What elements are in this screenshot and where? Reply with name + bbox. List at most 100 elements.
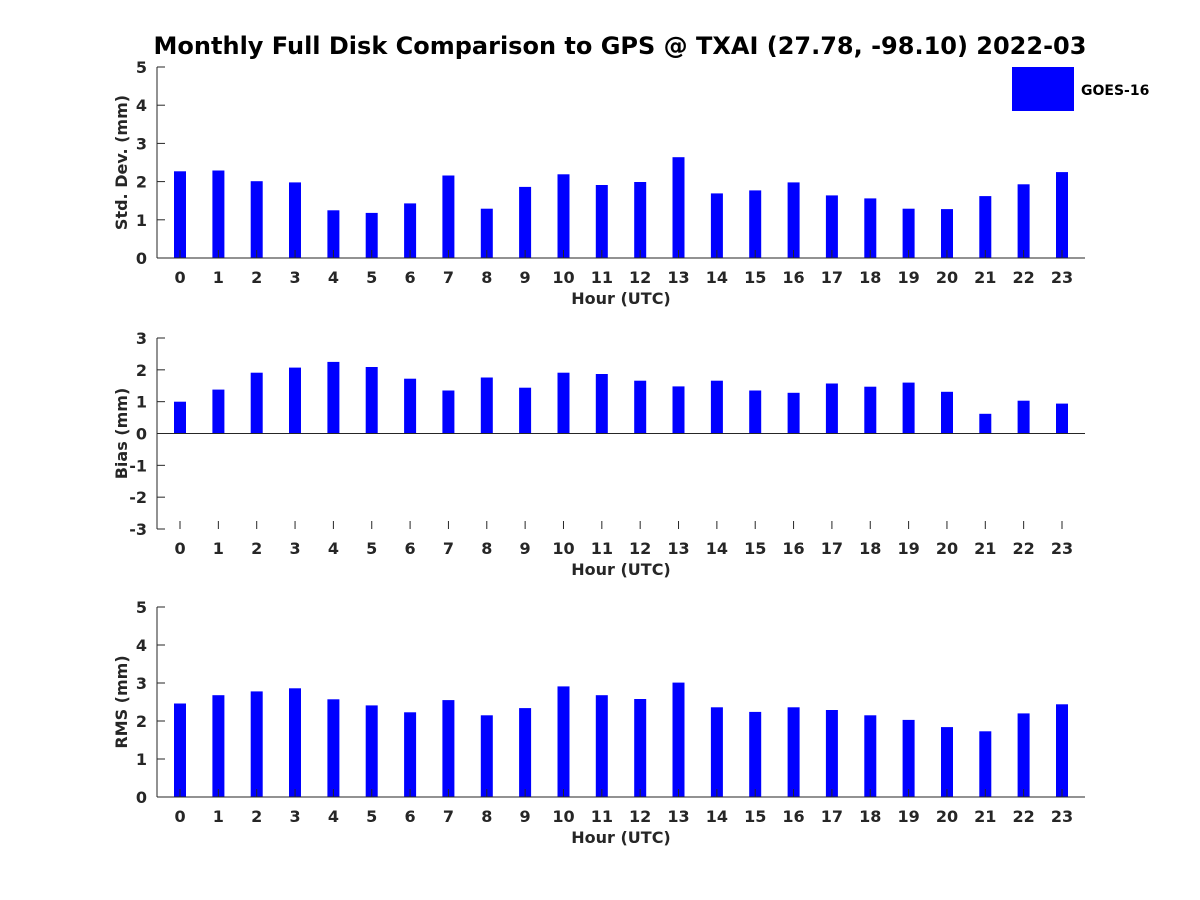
bar: [787, 707, 800, 797]
bar: [289, 182, 301, 258]
bar: [864, 198, 877, 258]
bar: [289, 367, 301, 434]
x-axis-label: Hour (UTC): [571, 828, 671, 847]
x-tick-label: 12: [629, 807, 651, 826]
bar: [212, 695, 225, 797]
x-tick-label: 14: [706, 807, 728, 826]
bar: [864, 386, 877, 434]
bar: [480, 208, 493, 258]
bar: [1017, 713, 1030, 797]
bar: [595, 185, 608, 258]
bar: [442, 175, 455, 258]
y-tick-label: 0: [136, 249, 147, 268]
x-tick-label: 21: [974, 268, 996, 287]
bar: [864, 715, 877, 797]
bar: [634, 380, 647, 434]
x-tick-label: 8: [481, 268, 492, 287]
x-tick-label: 22: [1013, 539, 1035, 558]
x-axis-label: Hour (UTC): [571, 289, 671, 308]
x-tick-label: 20: [936, 807, 958, 826]
x-tick-label: 6: [405, 268, 416, 287]
x-tick-label: 6: [405, 539, 416, 558]
y-tick-label: 2: [136, 361, 147, 380]
y-tick-label: 1: [136, 211, 147, 230]
x-tick-label: 13: [667, 539, 689, 558]
x-tick-label: 23: [1051, 539, 1073, 558]
x-tick-label: 15: [744, 268, 766, 287]
x-tick-label: 23: [1051, 807, 1073, 826]
bar: [480, 715, 493, 797]
y-tick-label: 0: [136, 788, 147, 807]
bar: [825, 710, 838, 797]
x-tick-label: 18: [859, 807, 881, 826]
x-tick-label: 11: [591, 807, 613, 826]
x-tick-label: 7: [443, 807, 454, 826]
x-tick-label: 23: [1051, 268, 1073, 287]
bar: [710, 193, 723, 258]
y-tick-label: -2: [129, 488, 147, 507]
x-tick-label: 3: [289, 268, 300, 287]
bar: [174, 171, 186, 258]
bar: [174, 703, 186, 797]
bar: [902, 719, 915, 797]
bar: [979, 731, 992, 797]
bar: [672, 157, 685, 258]
y-tick-label: 4: [136, 96, 147, 115]
x-tick-label: 16: [782, 539, 804, 558]
bar: [672, 682, 685, 797]
x-tick-label: 17: [821, 539, 843, 558]
x-tick-label: 1: [213, 268, 224, 287]
x-tick-label: 1: [213, 807, 224, 826]
y-axis-label: Std. Dev. (mm): [112, 95, 131, 230]
y-tick-label: 2: [136, 173, 147, 192]
bar: [787, 182, 800, 258]
y-tick-label: 5: [136, 58, 147, 77]
x-tick-label: 11: [591, 539, 613, 558]
y-tick-label: 3: [136, 134, 147, 153]
bar: [365, 212, 378, 258]
bar: [710, 707, 723, 797]
x-tick-label: 10: [552, 807, 574, 826]
x-tick-label: 4: [328, 539, 339, 558]
bar: [1017, 184, 1030, 258]
x-tick-label: 9: [520, 268, 531, 287]
bar: [212, 389, 225, 434]
x-tick-label: 12: [629, 539, 651, 558]
x-tick-label: 22: [1013, 807, 1035, 826]
bar: [1056, 172, 1068, 258]
x-tick-label: 4: [328, 807, 339, 826]
x-tick-label: 10: [552, 539, 574, 558]
legend: GOES-16: [1012, 67, 1149, 111]
bar: [557, 174, 570, 258]
x-tick-label: 5: [366, 268, 377, 287]
bar: [404, 378, 417, 434]
x-tick-label: 19: [897, 807, 919, 826]
x-tick-label: 17: [821, 268, 843, 287]
bar: [749, 190, 762, 258]
x-tick-label: 15: [744, 539, 766, 558]
x-tick-label: 18: [859, 539, 881, 558]
bar: [519, 387, 532, 434]
bar: [749, 711, 762, 797]
bar: [365, 705, 378, 797]
bar: [634, 699, 647, 797]
legend-label: GOES-16: [1081, 83, 1149, 99]
bar: [442, 390, 455, 434]
bar: [941, 727, 953, 797]
bar: [442, 700, 455, 797]
x-tick-label: 9: [520, 807, 531, 826]
x-tick-label: 13: [667, 807, 689, 826]
x-tick-label: 22: [1013, 268, 1035, 287]
bar: [327, 699, 340, 797]
y-axis-label: Bias (mm): [112, 388, 131, 480]
x-tick-label: 9: [520, 539, 531, 558]
bar: [941, 209, 953, 258]
y-tick-label: 5: [136, 598, 147, 617]
bar: [825, 195, 838, 258]
x-tick-label: 21: [974, 807, 996, 826]
x-tick-label: 7: [443, 268, 454, 287]
